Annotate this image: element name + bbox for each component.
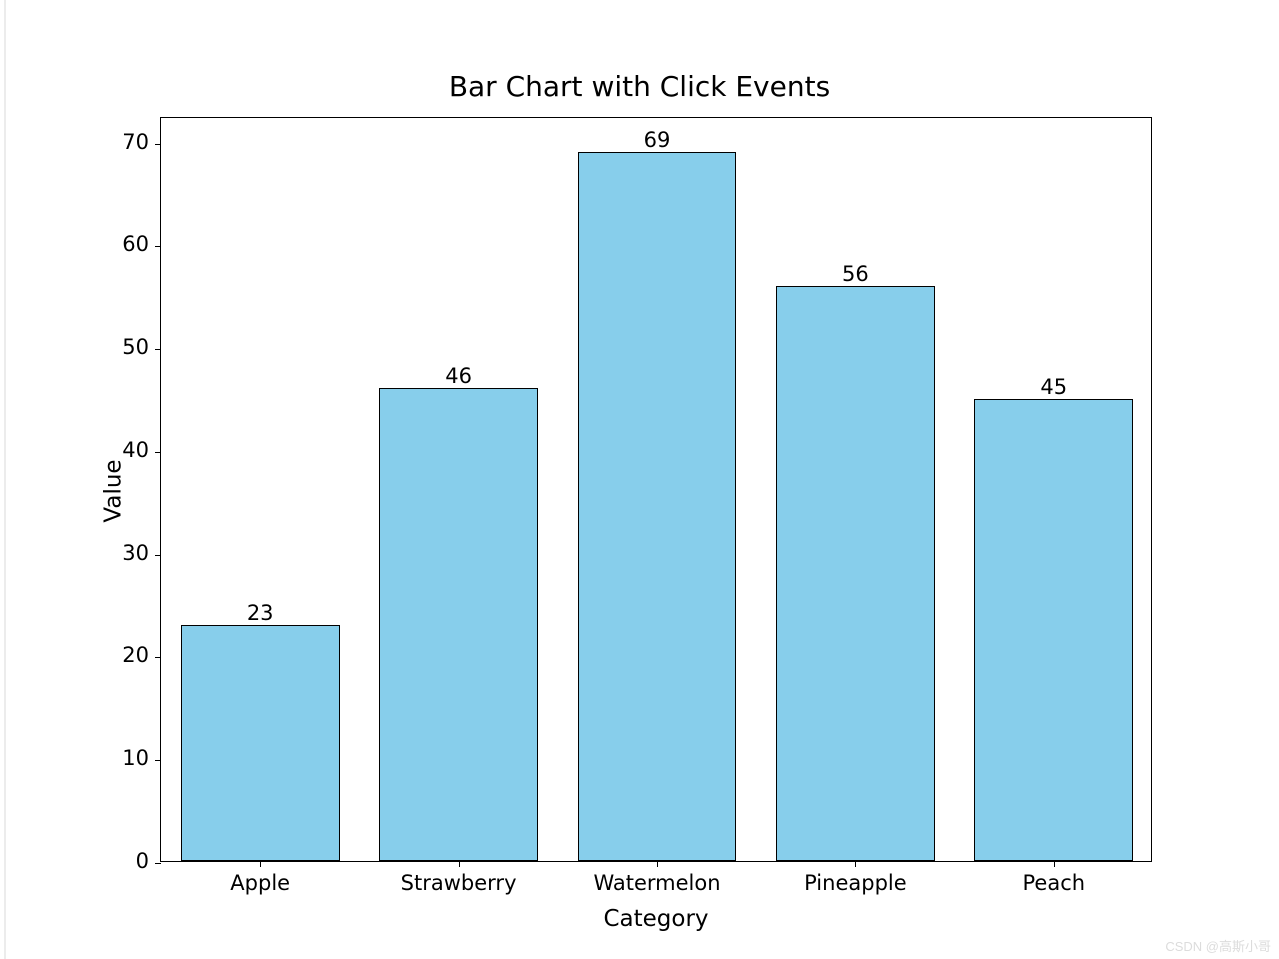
xtick-mark [459,861,460,867]
bar[interactable] [974,399,1133,861]
xtick-label: Strawberry [401,871,517,895]
xtick-mark [855,861,856,867]
xtick-mark [1054,861,1055,867]
bar[interactable] [578,152,737,861]
ytick-label: 60 [122,232,149,256]
ytick-mark [155,760,161,761]
ytick-label: 0 [136,849,149,873]
ytick-mark [155,349,161,350]
ytick-label: 30 [122,541,149,565]
bar[interactable] [181,625,340,861]
ytick-label: 20 [122,643,149,667]
bar[interactable] [379,388,538,861]
ytick-label: 40 [122,438,149,462]
page-left-edge [4,0,6,959]
xtick-mark [260,861,261,867]
xtick-label: Pineapple [804,871,907,895]
y-axis-label: Value [101,459,127,522]
ytick-mark [155,657,161,658]
ytick-label: 70 [122,130,149,154]
ytick-mark [155,452,161,453]
ytick-mark [155,246,161,247]
bar-value-label: 56 [842,262,869,286]
figure: Bar Chart with Click Events 23 46 69 56 45 0… [0,0,1279,959]
bar-value-label: 69 [644,128,671,152]
plot-area[interactable]: 23 46 69 56 45 [161,118,1151,861]
ytick-label: 50 [122,335,149,359]
ytick-mark [155,555,161,556]
xtick-label: Peach [1023,871,1086,895]
xtick-label: Watermelon [593,871,720,895]
chart-axes: 2346695645 010203040506070AppleStrawberr… [160,117,1152,862]
chart-title: Bar Chart with Click Events [0,70,1279,103]
x-axis-label: Category [160,906,1152,932]
bar[interactable] [776,286,935,861]
ytick-label: 10 [122,746,149,770]
bar-value-label: 23 [247,601,274,625]
xtick-mark [657,861,658,867]
ytick-mark [155,144,161,145]
ytick-mark [155,863,161,864]
watermark: CSDN @高斯小哥 [1165,936,1271,955]
bar-value-label: 45 [1040,375,1067,399]
xtick-label: Apple [230,871,290,895]
bar-value-label: 46 [445,364,472,388]
